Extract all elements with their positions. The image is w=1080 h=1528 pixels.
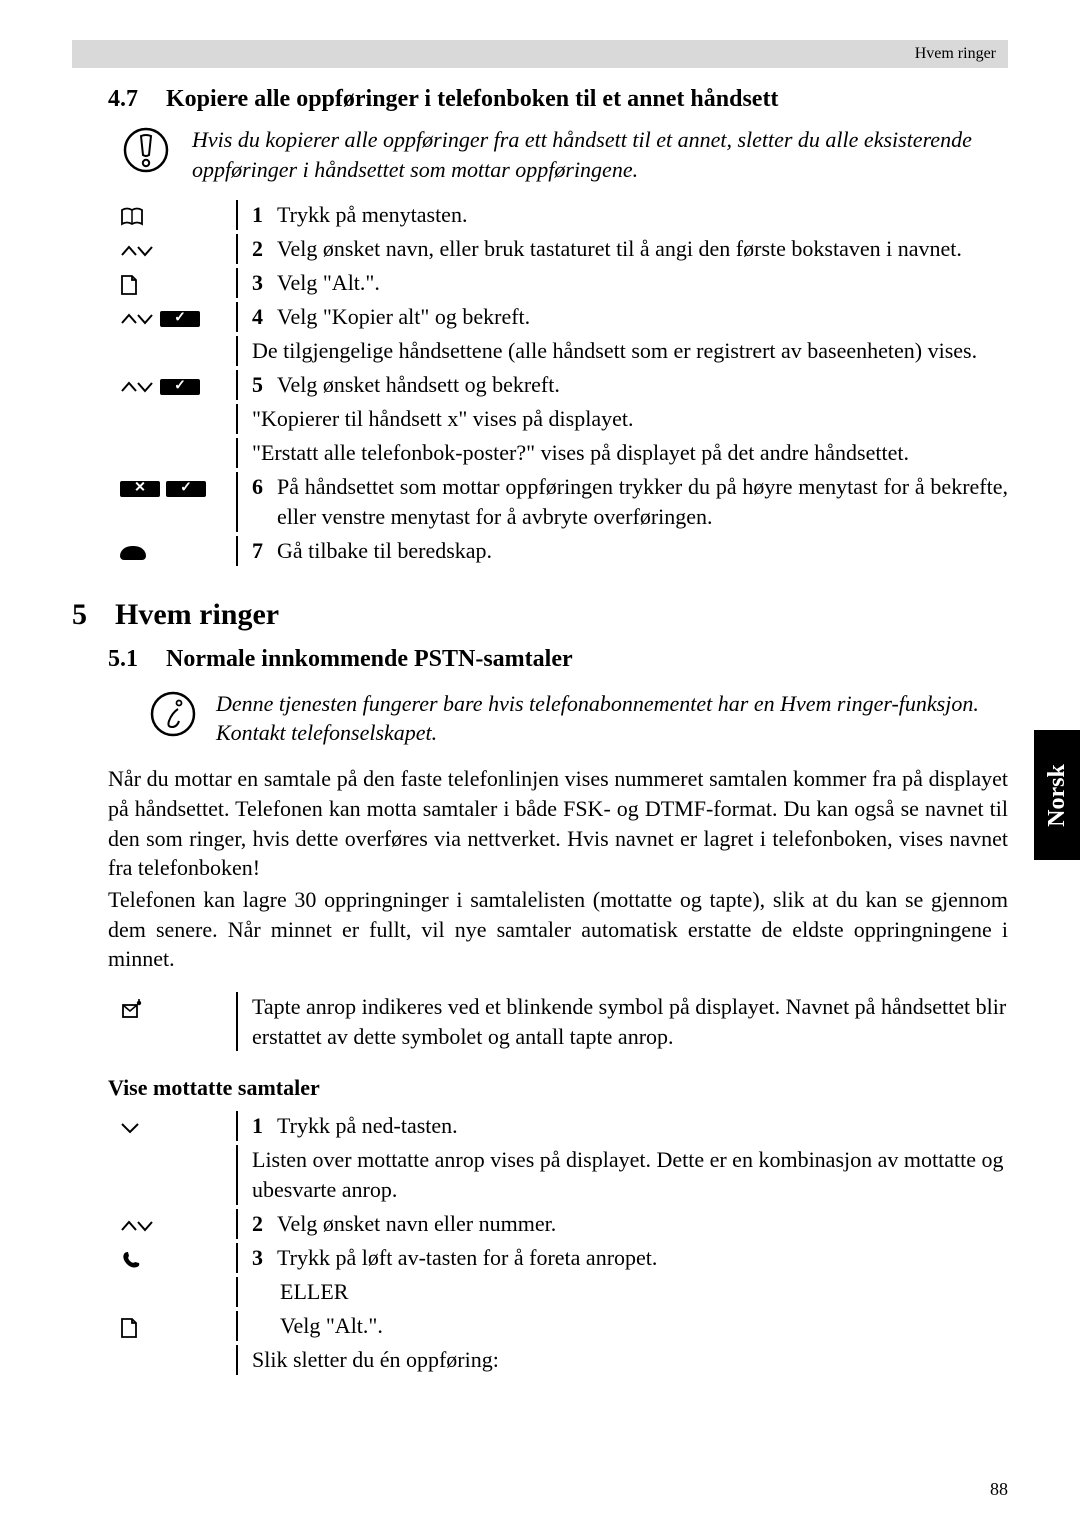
handset-icon [120, 536, 236, 566]
sub-heading-received: Vise mottatte samtaler [72, 1075, 1008, 1101]
step-1-num: 1 [252, 200, 263, 230]
para-1: Når du mottar en samtale på den faste te… [72, 764, 1008, 883]
heading-5-1-num: 5.1 [108, 646, 138, 673]
heading-4-7-num: 4.7 [108, 86, 138, 113]
info-2: "Kopierer til håndsett x" vises på displ… [252, 404, 1008, 434]
softkey-ok-icon [160, 379, 200, 395]
step-1-text: Trykk på menytasten. [277, 200, 467, 230]
heading-4-7-title: Kopiere alle oppføringer i telefonboken … [166, 86, 778, 113]
r-step-3-num: 3 [252, 1243, 263, 1273]
info-1: De tilgjengelige håndsettene (alle hånds… [252, 336, 1008, 366]
step-7-num: 7 [252, 536, 263, 566]
softkey-ok-icon [166, 481, 206, 497]
down-icon [120, 1111, 236, 1141]
note-4-7-text: Hvis du kopierer alle oppføringer fra et… [192, 125, 1008, 184]
step-4-text: Velg "Kopier alt" og bekreft. [277, 302, 530, 332]
heading-5-1-title: Normale innkommende PSTN-samtaler [166, 646, 573, 673]
language-tab-text: Norsk [1044, 764, 1071, 827]
language-tab: Norsk [1034, 730, 1080, 860]
heading-5-num: 5 [72, 598, 87, 632]
heading-4-7: 4.7 Kopiere alle oppføringer i telefonbo… [72, 86, 1008, 113]
page-icon [120, 268, 236, 298]
info-3: "Erstatt alle telefonbok-poster?" vises … [252, 438, 1008, 468]
updown-icon [120, 311, 154, 327]
note-5-1-text: Denne tjenesten fungerer bare hvis telef… [216, 689, 1008, 748]
step-7-text: Gå tilbake til beredskap. [277, 536, 492, 566]
r-step-1-text: Trykk på ned-tasten. [277, 1111, 458, 1141]
r-info-1: Listen over mottatte anrop vises på disp… [252, 1145, 1008, 1204]
step-6-num: 6 [252, 472, 263, 531]
r-info-2: Slik sletter du én oppføring: [252, 1345, 499, 1375]
r-step-1-num: 1 [252, 1111, 263, 1141]
note-4-7: Hvis du kopierer alle oppføringer fra et… [72, 125, 1008, 184]
heading-5: 5 Hvem ringer [72, 598, 1008, 632]
phonebook-icon [120, 200, 236, 230]
running-header: Hvem ringer [72, 40, 1008, 68]
r-step-3b: ELLER [252, 1277, 348, 1307]
r-step-3c: Velg "Alt.". [252, 1311, 383, 1341]
page-number: 88 [990, 1479, 1008, 1500]
step-2-text: Velg ønsket navn, eller bruk tastaturet … [277, 234, 962, 264]
softkey-cancel-icon [120, 481, 160, 497]
heading-5-title: Hvem ringer [115, 598, 279, 632]
call-icon [120, 1243, 236, 1273]
step-2-num: 2 [252, 234, 263, 264]
r-step-2-text: Velg ønsket navn eller nummer. [277, 1209, 556, 1239]
step-3-text: Velg "Alt.". [277, 268, 380, 298]
updown-icon [120, 1209, 236, 1239]
info-icon [120, 689, 196, 737]
softkey-ok-icon [160, 311, 200, 327]
step-5-text: Velg ønsket håndsett og bekreft. [277, 370, 560, 400]
updown-icon [120, 379, 154, 395]
r-step-2-num: 2 [252, 1209, 263, 1239]
step-3-num: 3 [252, 268, 263, 298]
page-icon [120, 1311, 236, 1341]
updown-icon [120, 234, 236, 264]
step-4-num: 4 [252, 302, 263, 332]
missed-note: Tapte anrop indikeres ved et blinkende s… [252, 992, 1008, 1051]
running-header-text: Hvem ringer [915, 45, 996, 63]
heading-5-1: 5.1 Normale innkommende PSTN-samtaler [72, 646, 1008, 673]
step-5-num: 5 [252, 370, 263, 400]
note-5-1: Denne tjenesten fungerer bare hvis telef… [72, 689, 1008, 748]
missed-call-icon [120, 992, 236, 1022]
warning-icon [120, 125, 172, 173]
r-step-3-text: Trykk på løft av-tasten for å foreta anr… [277, 1243, 657, 1273]
para-2: Telefonen kan lagre 30 oppringninger i s… [72, 885, 1008, 974]
step-6-text: På håndsettet som mottar oppføringen try… [277, 472, 1008, 531]
